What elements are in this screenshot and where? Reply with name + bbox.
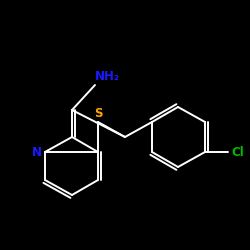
Text: S: S — [94, 107, 102, 120]
Text: N: N — [32, 146, 42, 158]
Text: NH₂: NH₂ — [95, 70, 120, 83]
Text: Cl: Cl — [231, 146, 244, 158]
